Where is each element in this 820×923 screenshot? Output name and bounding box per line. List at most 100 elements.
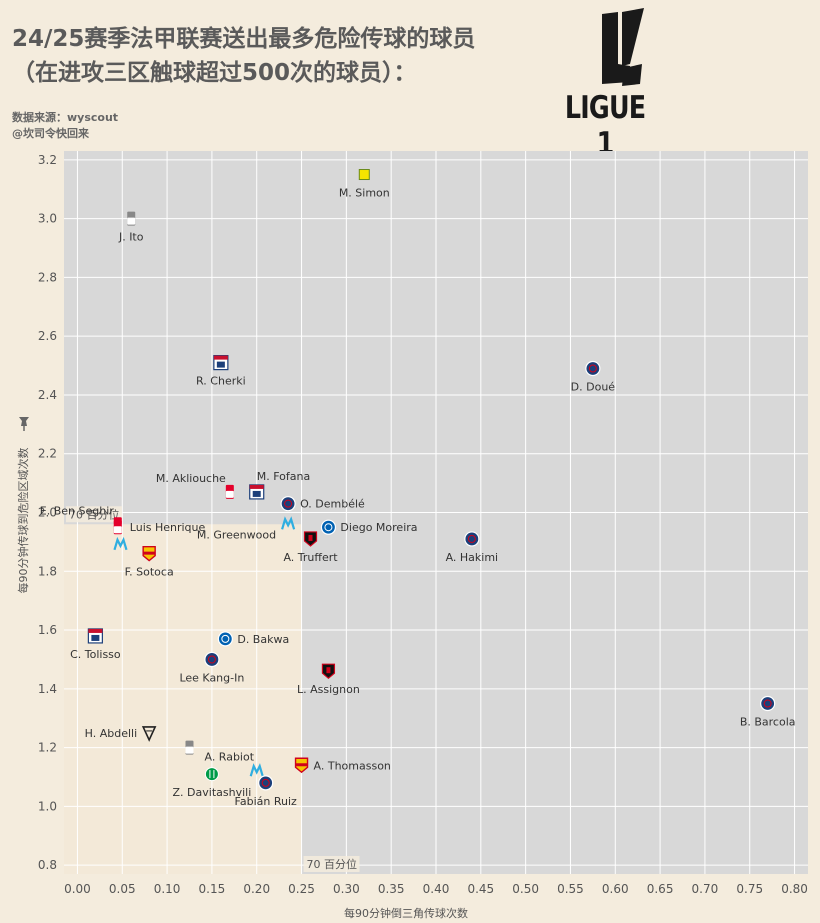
club-badge bbox=[320, 519, 337, 535]
y-tick-label: 2.2 bbox=[38, 447, 57, 461]
club-badge-inner bbox=[308, 534, 313, 541]
x-axis-label: 每90分钟倒三角传球次数 bbox=[344, 906, 468, 920]
club-badge-inner bbox=[295, 763, 308, 767]
x-tick-label: 0.25 bbox=[288, 882, 315, 896]
data-point: Z. Davitashvili bbox=[173, 767, 252, 799]
x-tick-label: 0.20 bbox=[243, 882, 270, 896]
data-point: Lee Kang-In bbox=[179, 651, 244, 684]
club-badge-inner bbox=[91, 634, 100, 641]
club-badge bbox=[204, 767, 219, 782]
club-badge bbox=[585, 360, 601, 377]
x-tick-label: 0.00 bbox=[64, 882, 91, 896]
source-line-2: @坎司令快回来 bbox=[12, 127, 89, 140]
point-label: C. Tolisso bbox=[70, 648, 121, 661]
point-label: Luis Henrique bbox=[130, 521, 206, 534]
club-badge-band bbox=[249, 484, 264, 489]
club-badge-inner bbox=[252, 490, 261, 497]
source-line-1: 数据来源：wyscout bbox=[12, 111, 119, 124]
pin-icon-head bbox=[19, 417, 29, 426]
ligue1-logo-icon bbox=[602, 8, 644, 86]
club-badge bbox=[760, 695, 776, 712]
title-line-2: （在进攻三区触球超过500次的球员）： bbox=[12, 60, 417, 86]
point-label: O. Dembélé bbox=[300, 498, 365, 511]
point-label: D. Bakwa bbox=[237, 633, 289, 646]
percentile-y-label-bg bbox=[66, 506, 122, 523]
y-tick-label: 3.0 bbox=[38, 212, 57, 226]
x-tick-label: 0.75 bbox=[736, 882, 763, 896]
data-point: F. Sotoca bbox=[125, 545, 174, 579]
pin-icon bbox=[19, 417, 29, 431]
y-tick-label: 0.8 bbox=[38, 858, 57, 872]
club-badge-inner bbox=[467, 534, 476, 543]
point-label: R. Cherki bbox=[196, 375, 246, 388]
club-badge bbox=[258, 775, 274, 791]
data-point: M. Akliouche bbox=[156, 472, 234, 499]
x-tick-label: 0.55 bbox=[557, 882, 584, 896]
data-point: M. Simon bbox=[339, 169, 390, 200]
percentile-quadrant bbox=[64, 524, 302, 874]
data-point: M. Greenwood bbox=[197, 516, 296, 541]
data-points: M. Simon J. Ito R. Cherki D. Doué M. Akliouc… bbox=[40, 169, 796, 808]
club-badge-inner bbox=[324, 523, 333, 532]
point-label: D. Doué bbox=[571, 380, 616, 393]
data-point: D. Doué bbox=[571, 360, 616, 393]
club-badge bbox=[281, 516, 296, 530]
club-badge-inner bbox=[207, 655, 216, 664]
data-point: Luis Henrique bbox=[113, 520, 206, 535]
data-point: M. Fofana bbox=[249, 470, 310, 500]
club-badge bbox=[141, 726, 157, 742]
y-tick-label: 1.8 bbox=[38, 564, 57, 578]
club-badge-inner bbox=[763, 699, 772, 708]
x-tick-label: 0.30 bbox=[333, 882, 360, 896]
club-badge-band bbox=[88, 628, 103, 633]
point-label: M. Akliouche bbox=[156, 472, 226, 485]
grid-lines bbox=[64, 151, 808, 874]
y-axis-ticks: 0.8 1.0 1.2 1.4 1.6 1.8 2.0 2.2 2.4 2.6 2.8 3.0 3.2 bbox=[38, 153, 57, 872]
club-badge-inner bbox=[261, 778, 270, 787]
x-tick-label: 0.40 bbox=[423, 882, 450, 896]
x-tick-label: 0.60 bbox=[602, 882, 629, 896]
point-label: M. Fofana bbox=[257, 470, 310, 483]
data-point: C. Tolisso bbox=[70, 628, 121, 661]
y-tick-label: 2.6 bbox=[38, 329, 57, 343]
source-note: 数据来源：wyscout @坎司令快回来 bbox=[12, 110, 118, 142]
club-badge-inner bbox=[221, 634, 230, 643]
club-badge-inner bbox=[185, 746, 194, 754]
data-point: D. Bakwa bbox=[217, 631, 289, 647]
point-label: F. Sotoca bbox=[125, 566, 174, 579]
y-axis-label: 每90分钟传球到危险区域次数 bbox=[16, 448, 30, 594]
data-point: R. Cherki bbox=[196, 355, 246, 388]
x-tick-label: 0.05 bbox=[109, 882, 136, 896]
chart-title: 24/25赛季法甲联赛送出最多危险传球的球员 （在进攻三区触球超过500次的球员… bbox=[12, 22, 475, 90]
point-label: A. Hakimi bbox=[446, 551, 499, 564]
x-tick-label: 0.65 bbox=[647, 882, 674, 896]
y-tick-label: 1.2 bbox=[38, 741, 57, 755]
club-badge-inner bbox=[326, 667, 331, 674]
point-label: M. Greenwood bbox=[197, 528, 276, 541]
data-point: A. Thomasson bbox=[294, 757, 391, 774]
data-point: J. Ito bbox=[118, 211, 144, 244]
x-tick-label: 0.35 bbox=[378, 882, 405, 896]
point-label: A. Truffert bbox=[283, 551, 338, 564]
club-badge-inner bbox=[113, 526, 122, 534]
y-tick-label: 1.0 bbox=[38, 799, 57, 813]
x-axis-ticks: 0.00 0.05 0.10 0.15 0.20 0.25 0.30 0.35 0.40 0.45… bbox=[64, 882, 808, 896]
ligue1-logo: LIGUE 1 bbox=[560, 6, 670, 162]
club-badge bbox=[249, 763, 264, 777]
y-tick-label: 1.4 bbox=[38, 682, 57, 696]
club-badge bbox=[217, 631, 233, 647]
percentile-x-label: 70 百分位 bbox=[307, 857, 358, 871]
point-label: Lee Kang-In bbox=[179, 671, 244, 684]
percentile-y-label: 70 百分位 bbox=[69, 507, 120, 521]
x-tick-label: 0.15 bbox=[199, 882, 226, 896]
club-badge-inner bbox=[588, 364, 597, 373]
x-tick-label: 0.70 bbox=[692, 882, 719, 896]
title-line-1: 24/25赛季法甲联赛送出最多危险传球的球员 bbox=[12, 26, 476, 52]
club-badge bbox=[113, 536, 128, 551]
point-label: A. Rabiot bbox=[204, 751, 254, 764]
data-point: L. Assignon bbox=[297, 663, 360, 696]
point-label: Z. Davitashvili bbox=[173, 786, 252, 799]
point-label: Diego Moreira bbox=[340, 521, 417, 534]
club-badge-inner bbox=[216, 361, 225, 368]
